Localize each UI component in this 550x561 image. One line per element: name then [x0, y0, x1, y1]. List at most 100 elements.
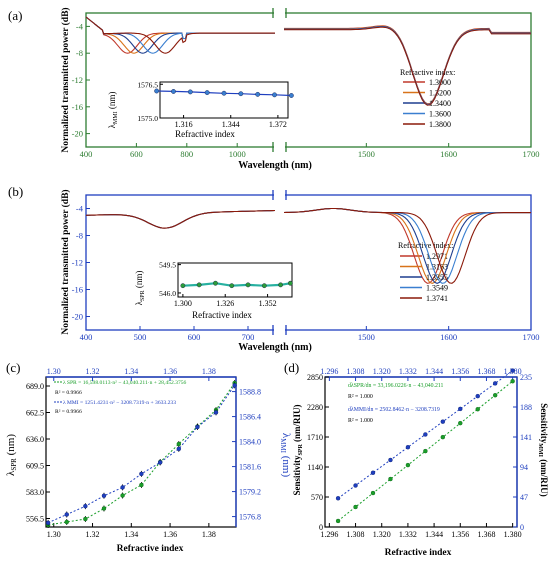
panel-a-ytick-label: -4	[76, 21, 84, 31]
panel-a-inset-xtick-label: 1.344	[222, 120, 240, 129]
panel-c-label: (c)	[6, 360, 20, 375]
panel-a-legend-title: Refractive index:	[400, 68, 455, 77]
panel-b-xtick-label: 1600	[440, 332, 457, 342]
panel-d-xtick-label: 1.368	[477, 530, 495, 539]
panel-c-right-ylabel: λMMI (nm)	[279, 433, 292, 478]
panel-b-inset-point	[180, 283, 186, 289]
panel-b-xtick-label: 600	[188, 332, 201, 342]
panel-d-spr-fit	[337, 380, 513, 522]
panel-b-inset-point	[261, 283, 267, 289]
panel-b-curve-left-1.3549	[85, 209, 276, 229]
panel-c-spr-point	[64, 519, 69, 525]
panel-a-inset-point	[288, 93, 294, 98]
panel-b-inset-xtick-label: 1.352	[259, 299, 277, 308]
panel-d-toptick-label: 1.320	[373, 367, 391, 376]
panel-b-xtick-label: 400	[80, 332, 93, 342]
panel-d-left-tick-label: 2280	[307, 403, 323, 412]
panel-b-inset-point	[287, 280, 293, 286]
panel-c-mmi-point	[120, 485, 125, 490]
panel-c-right-tick-label: 1584.0	[239, 438, 261, 447]
panel-c-left-tick-label: 583.0	[26, 488, 44, 497]
panel-d-mmi-point	[475, 393, 480, 399]
panel-c-r2-spr: R² = 0.9966	[55, 390, 82, 396]
panel-d-fit-mmi: dλMMI/dn = 2502.8462·n − 3208.7319	[348, 407, 440, 413]
panel-a-legend-label: 1.3400	[429, 99, 451, 108]
panel-c-fit-mmi: λ MMI = 1251.4231·n² − 3208.7319·n + 363…	[63, 400, 176, 406]
panel-c-mmi-point	[232, 383, 237, 388]
panel-a-xtick-label: 800	[180, 149, 193, 159]
panel-d-left-tick-label: 1140	[307, 463, 323, 472]
panel-a-xtick-label: 1500	[358, 149, 375, 159]
panel-b: (b) Normalized transmitted power (dB) Wa…	[8, 184, 540, 353]
panel-b-ylabel: Normalized transmitted power (dB)	[60, 189, 71, 334]
panel-c-spr-point	[139, 482, 144, 488]
panel-d-fit-spr: dλSPR/dn = 33,196.0226·n − 43,040.211	[348, 383, 444, 389]
panel-b-inset-frame	[177, 262, 293, 298]
panel-d-xtick-label: 1.320	[373, 530, 391, 539]
panel-d-toptick-label: 1.332	[399, 367, 417, 376]
panel-a-label: (a)	[8, 8, 22, 23]
panel-d-left-tick-label: 570	[311, 493, 323, 502]
panel-a-ytick-label: -20	[72, 129, 83, 139]
panel-d-mmi-point	[370, 470, 376, 475]
panel-d-right-tick-label: 0	[520, 523, 524, 532]
panel-c-xtick-label: 1.34	[124, 530, 138, 539]
panel-b-break-mask-bottom	[274, 326, 285, 334]
panel-c-mmi-point	[83, 503, 88, 509]
panel-b-label: (b)	[8, 184, 23, 199]
panel-b-ytick-label: -4	[76, 204, 84, 214]
panel-b-inset-ytick-label: 546.0	[159, 289, 176, 298]
panel-d-right-tick-label: 47	[520, 493, 528, 502]
panel-b-curve-left-1.2971	[85, 209, 276, 229]
panel-a-ytick-label: -16	[72, 102, 83, 112]
panel-d-spr-point	[388, 476, 393, 482]
panel-d-left-tick-label: 2850	[307, 373, 323, 382]
panel-d-xtick-label: 1.332	[399, 530, 417, 539]
panel-a-curve-left-1.3400	[85, 16, 275, 54]
panel-d-mmi-point	[353, 483, 358, 488]
panel-d-mmi-point	[510, 368, 515, 373]
panel-c-left-tick-label: 556.5	[26, 515, 44, 524]
panel-c-right-tick-label: 1586.4	[239, 413, 261, 422]
panel-c-spr-point	[101, 506, 107, 511]
panel-a-legend-label: 1.3600	[429, 110, 451, 119]
panel-c-mmi-point	[157, 460, 163, 465]
panel-d-r2-mmi: R² = 1.000	[348, 418, 373, 424]
panel-a-inset-point	[154, 88, 160, 94]
panel-d-xtick-label: 1.296	[320, 530, 338, 539]
panel-b-curve-left-1.3163	[85, 209, 276, 229]
panel-d-toptick-label: 1.296	[320, 367, 338, 376]
panel-a-inset-ytick-label: 1576.5	[137, 80, 158, 89]
panel-a-xtick-label: 1000	[229, 149, 246, 159]
panel-b-inset-point	[213, 280, 218, 286]
panel-a-xtick-label: 1700	[523, 149, 540, 159]
panel-c-xtick-label: 1.38	[202, 530, 216, 539]
panel-b-inset-ylabel: λSPR (nm)	[134, 271, 146, 306]
panel-a-inset-point	[221, 90, 227, 96]
panel-a-ytick-label: -8	[76, 48, 83, 58]
panel-c-xlabel: Refractive index	[117, 544, 184, 554]
panel-c-right-tick-label: 1588.8	[239, 388, 261, 397]
panel-b-ytick-label: -16	[72, 285, 83, 295]
panel-d-spr-point	[458, 420, 463, 426]
panel-d-spr-point	[335, 518, 341, 524]
panel-b-xtick-label: 500	[134, 332, 147, 342]
panel-d-xtick-label: 1.356	[451, 530, 469, 539]
panel-c-toptick-label: 1.34	[124, 367, 138, 376]
panel-b-curve-right-1.3741	[283, 207, 531, 284]
panel-d-spr-point	[405, 462, 411, 468]
panel-d-mmi-point	[405, 445, 411, 450]
panel-c-mmi-point	[176, 446, 182, 452]
panel-a-xtick-label: 400	[80, 149, 93, 159]
panel-a-break-mask-bottom	[274, 143, 285, 151]
panel-b-legend-label: 1.3741	[426, 294, 448, 303]
panel-b-inset-point	[245, 282, 251, 288]
panel-a-inset-xtick-label: 1.372	[269, 120, 287, 129]
panel-d-spr-point	[510, 379, 515, 384]
panel-a-curve-left-1.3200	[85, 16, 275, 54]
panel-a-xlabel: Wavelength (nm)	[238, 160, 312, 171]
panel-c-right-tick-label: 1576.8	[239, 513, 261, 522]
panel-b-xtick-label: 1700	[523, 332, 540, 342]
panel-b-ytick-label: -8	[76, 231, 83, 241]
panel-d-mmi-point	[388, 457, 393, 463]
